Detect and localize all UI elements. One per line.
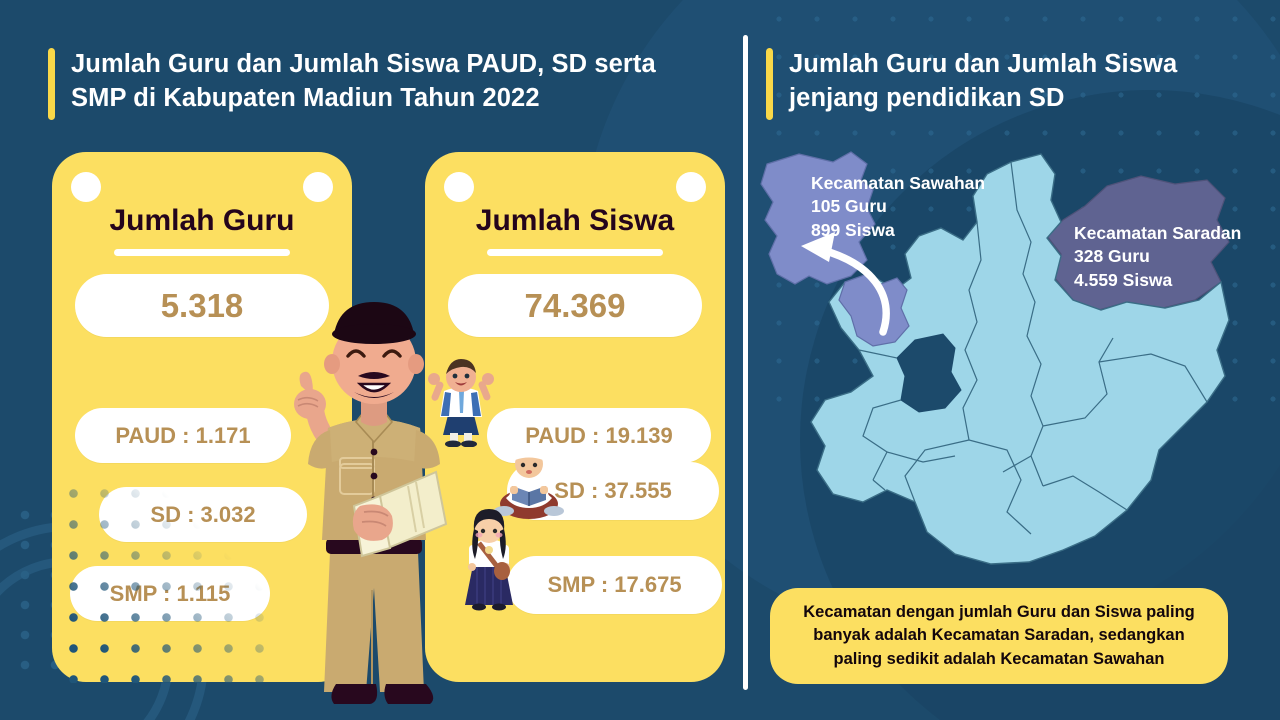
card-title-underline	[487, 249, 663, 256]
vertical-divider	[743, 35, 748, 690]
teacher-illustration	[294, 302, 448, 704]
map-enclave-kota-madiun	[896, 333, 962, 413]
annotation-guru: 105 Guru	[811, 196, 887, 217]
heading-accent-bar	[48, 48, 55, 120]
kabupaten-madiun-map	[760, 151, 1230, 565]
card-punch-hole-left	[71, 172, 101, 202]
map-caption-box: Kecamatan dengan jumlah Guru dan Siswa p…	[770, 588, 1228, 685]
annotation-name: Kecamatan Saradan	[1074, 223, 1242, 243]
annotation-siswa: 899 Siswa	[811, 219, 895, 240]
breakdown-badge-paud: PAUD : 1.171	[75, 408, 291, 463]
card-title: Jumlah Guru	[109, 204, 295, 237]
right-section-heading: Jumlah Guru dan Jumlah Siswa jenjang pen…	[766, 48, 1236, 120]
right-title-text: Jumlah Guru dan Jumlah Siswa jenjang pen…	[789, 50, 1178, 112]
card-punch-hole-right	[676, 172, 706, 202]
map-district-borders	[858, 161, 1208, 535]
map-annotation-saradan: Kecamatan Saradan 328 Guru 4.559 Siswa	[1074, 222, 1241, 292]
curved-arrow-icon	[801, 232, 890, 336]
total-value-badge: 5.318	[75, 274, 329, 337]
card-title-underline	[114, 249, 290, 256]
breakdown-badge-smp: SMP : 17.675	[507, 556, 722, 614]
card-punch-hole-right	[303, 172, 333, 202]
map-annotation-sawahan: Kecamatan Sawahan 105 Guru 899 Siswa	[811, 172, 985, 242]
student-boy-icon	[428, 359, 494, 447]
student-girl-icon	[465, 509, 513, 611]
total-value-badge: 74.369	[448, 274, 702, 337]
student-reading-icon	[494, 443, 564, 519]
card-title: Jumlah Siswa	[475, 204, 675, 237]
card-punch-hole-left	[444, 172, 474, 202]
annotation-siswa: 4.559 Siswa	[1074, 269, 1173, 290]
heading-accent-bar	[766, 48, 773, 120]
card-dot-pattern	[58, 478, 268, 683]
annotation-name: Kecamatan Sawahan	[811, 173, 986, 193]
left-title-text: Jumlah Guru dan Jumlah Siswa PAUD, SD se…	[71, 50, 656, 112]
left-section-heading: Jumlah Guru dan Jumlah Siswa PAUD, SD se…	[48, 48, 708, 120]
annotation-guru: 328 Guru	[1074, 246, 1150, 267]
